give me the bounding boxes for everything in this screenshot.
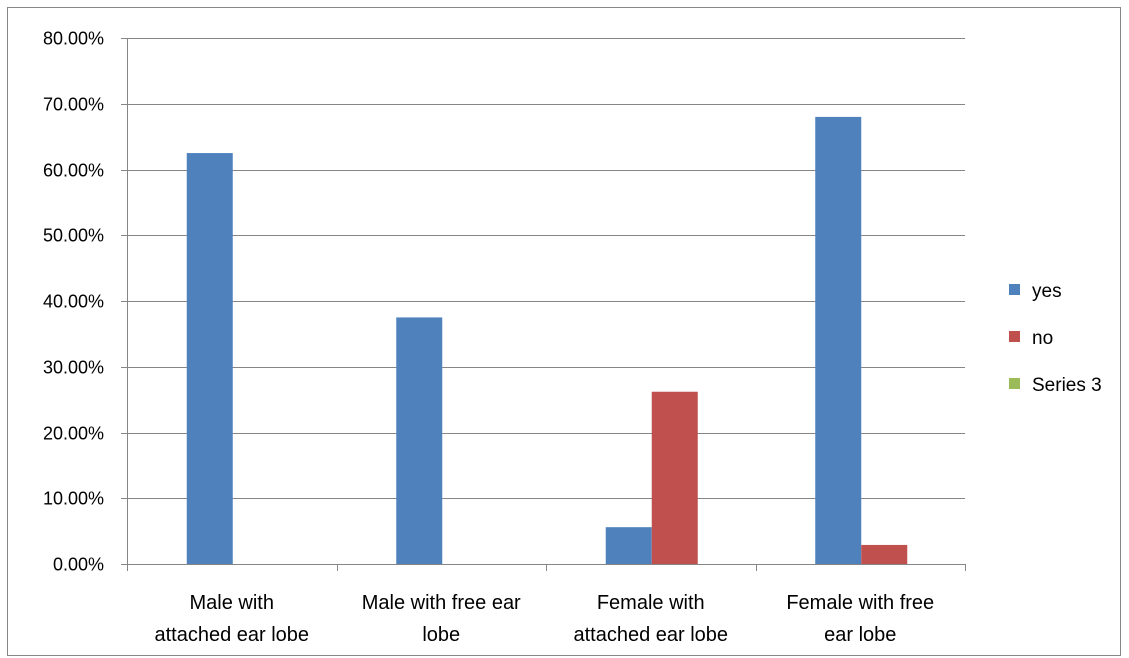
x-tick-label: attached ear lobe: [573, 624, 728, 646]
x-tick-label: Female with: [597, 592, 705, 614]
y-tick-label: 70.00%: [43, 95, 104, 115]
legend-swatch-1: [1009, 284, 1020, 295]
legend-swatch-3: [1009, 378, 1020, 389]
x-tick-labels: Male with attached ear lobe Male with free…: [154, 592, 934, 646]
y-tick-label: 20.00%: [43, 424, 104, 444]
x-tick-label: Male with: [190, 592, 274, 614]
legend: yes no Series 3: [1009, 281, 1102, 396]
y-tick-label: 30.00%: [43, 358, 104, 378]
legend-label-1: yes: [1032, 281, 1062, 302]
bar-yes-3: [605, 527, 652, 564]
x-tick-label: ear lobe: [824, 624, 896, 646]
y-tick-label: 40.00%: [43, 292, 104, 312]
y-tick-label: 80.00%: [43, 29, 104, 49]
bar-yes-2: [396, 317, 443, 564]
bar-no-3: [651, 391, 698, 564]
bar-yes-1: [186, 153, 233, 564]
x-tick-label: Male with free ear: [362, 592, 521, 614]
y-tick-label: 0.00%: [53, 555, 104, 575]
bar-yes-4: [815, 116, 862, 565]
y-tick-label: 60.00%: [43, 161, 104, 181]
y-tick-label: 10.00%: [43, 489, 104, 509]
axes: [121, 38, 966, 571]
x-tick-label: lobe: [422, 624, 460, 646]
legend-label-3: Series 3: [1032, 375, 1102, 396]
x-tick-label: attached ear lobe: [154, 624, 309, 646]
x-tick-label: Female with free: [786, 592, 934, 614]
legend-swatch-2: [1009, 331, 1020, 342]
y-tick-label: 50.00%: [43, 226, 104, 246]
y-tick-labels: 0.00% 10.00% 20.00% 30.00% 40.00% 50.00% 60.00…: [43, 29, 104, 575]
bars: [186, 116, 908, 565]
legend-label-2: no: [1032, 328, 1053, 349]
bar-no-4: [861, 544, 908, 564]
